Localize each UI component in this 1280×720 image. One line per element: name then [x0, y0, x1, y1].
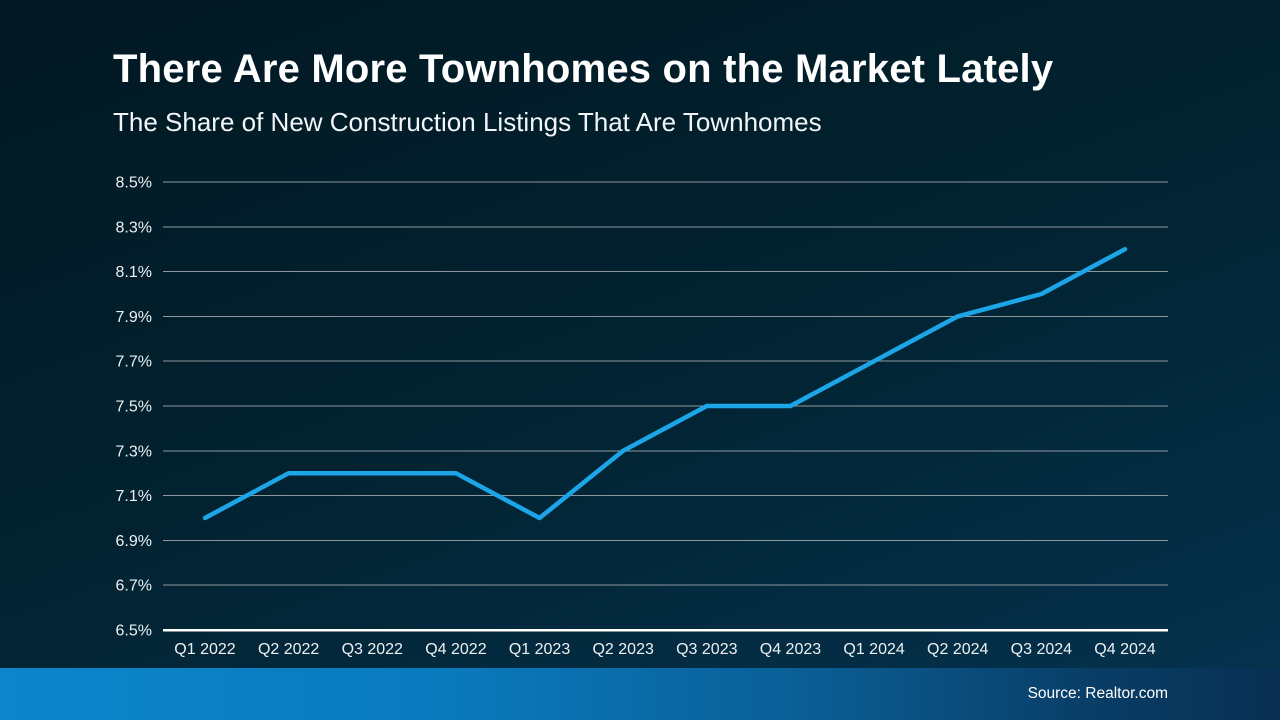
- x-tick-label: Q4 2022: [425, 641, 486, 658]
- y-tick-label: 8.1%: [116, 264, 152, 281]
- footer-bar: Source: Realtor.com: [0, 668, 1280, 720]
- x-tick-label: Q2 2024: [927, 641, 988, 658]
- x-tick-label: Q2 2023: [592, 641, 653, 658]
- y-tick-label: 7.9%: [116, 309, 152, 326]
- y-tick-label: 7.1%: [116, 488, 152, 505]
- x-tick-label: Q2 2022: [258, 641, 319, 658]
- x-tick-label: Q3 2022: [342, 641, 403, 658]
- x-tick-label: Q1 2022: [174, 641, 235, 658]
- x-tick-label: Q3 2023: [676, 641, 737, 658]
- x-tick-label: Q3 2024: [1011, 641, 1072, 658]
- chart-title: There Are More Townhomes on the Market L…: [113, 47, 1054, 91]
- y-tick-label: 8.5%: [116, 175, 152, 192]
- y-tick-label: 7.3%: [116, 443, 152, 460]
- y-tick-label: 8.3%: [116, 219, 152, 236]
- x-tick-label: Q4 2024: [1094, 641, 1155, 658]
- chart-subtitle: The Share of New Construction Listings T…: [113, 107, 822, 137]
- data-series-line: [202, 246, 1128, 521]
- y-tick-label: 6.9%: [116, 533, 152, 550]
- line-chart: 8.5% 8.3% 8.1% 7.9% 7.7% 7.5% 7.3% 7.1% 6.9% 6.7%…: [116, 175, 1168, 658]
- y-tick-label: 6.7%: [116, 578, 152, 595]
- x-tick-label: Q4 2023: [760, 641, 821, 658]
- y-tick-label: 7.5%: [116, 399, 152, 416]
- x-tick-label: Q1 2024: [843, 641, 904, 658]
- y-tick-label: 6.5%: [116, 623, 152, 640]
- y-tick-label: 7.7%: [116, 354, 152, 371]
- x-tick-label: Q1 2023: [509, 641, 570, 658]
- source-label: Source: Realtor.com: [1027, 685, 1168, 702]
